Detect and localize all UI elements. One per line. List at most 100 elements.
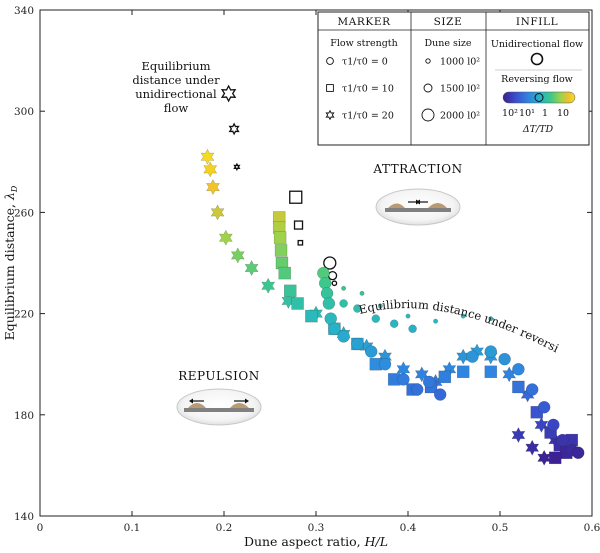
svg-text:distance under: distance under xyxy=(132,73,220,87)
legend-infill-rev: Reversing flow xyxy=(501,74,573,85)
x-tick-label: 0.6 xyxy=(584,522,600,534)
x-tick-label: 0.5 xyxy=(492,522,509,534)
x-tick-label: 0.2 xyxy=(216,522,233,534)
reversing-star-point xyxy=(414,366,429,383)
reversing-star-point xyxy=(230,247,245,264)
unidirectional-circle-point xyxy=(323,256,337,270)
legend-uni-circle xyxy=(530,52,544,66)
colorbar-marker xyxy=(534,93,544,102)
reversing-circle-point xyxy=(341,285,347,291)
y-tick-label: 180 xyxy=(14,410,34,422)
reversing-circle-point xyxy=(433,388,447,401)
y-tick-label: 140 xyxy=(14,511,34,523)
repulsion-dune-icon xyxy=(176,388,262,426)
x-axis-label: Dune aspect ratio, H/L xyxy=(244,534,388,549)
reversing-circle-point xyxy=(351,337,364,351)
annotation-repulsion: REPULSION xyxy=(178,369,260,383)
legend: MARKER SIZE INFILL Flow strength τ1/τ0 =… xyxy=(317,11,590,146)
reversing-circle-point xyxy=(397,373,410,386)
reversing-circle-point xyxy=(466,350,479,363)
legend-size-items: 1000 l0² 1500 l0² 2000 l0² xyxy=(421,57,480,122)
reversing-circle-point xyxy=(571,446,585,459)
legend-size-title: Dune size xyxy=(424,38,471,49)
unidirectional-star-point xyxy=(220,84,237,103)
reversing-star-point xyxy=(203,161,218,178)
unidirectional-star-point xyxy=(233,162,241,172)
y-tick-label: 260 xyxy=(14,207,34,219)
unidirectional-circle-point xyxy=(331,280,338,287)
reversing-circle-point xyxy=(322,297,336,310)
legend-size-label: 1000 l0² xyxy=(440,57,480,68)
reversing-star-point xyxy=(218,229,233,246)
legend-circle-icon xyxy=(326,57,334,65)
svg-text:unidirectional: unidirectional xyxy=(135,87,217,101)
unidirectional-square-point xyxy=(289,190,303,204)
colorbar-tick-label: 1 xyxy=(542,108,548,119)
legend-size-label: 2000 l0² xyxy=(440,111,480,122)
unidirectional-star-point xyxy=(228,122,240,136)
reversing-circle-point xyxy=(498,352,511,366)
reversing-circle-point xyxy=(339,299,348,308)
reversing-star-point xyxy=(525,439,540,456)
reversing-circle-point xyxy=(512,363,525,376)
unidirectional-square-point xyxy=(297,239,304,246)
reversing-square-point xyxy=(484,365,498,379)
reversing-circle-point xyxy=(337,330,350,343)
x-tick-label: 0.4 xyxy=(400,522,417,534)
reversing-square-point xyxy=(278,266,291,280)
colorbar-ticks: 10² 10¹ 1 10 xyxy=(502,108,569,119)
legend-size-icon xyxy=(425,58,431,64)
reversing-star-point xyxy=(534,416,549,433)
attraction-dune-icon xyxy=(375,188,461,226)
legend-marker-title: Flow strength xyxy=(330,38,398,49)
reversing-circle-point xyxy=(405,313,411,319)
reversing-star-point xyxy=(281,292,296,309)
reversing-star-point xyxy=(244,260,259,277)
legend-size-icon xyxy=(423,83,433,93)
legend-infill-uni: Unidirectional flow xyxy=(491,39,583,50)
reversing-circle-point xyxy=(433,318,439,324)
reversing-star-point xyxy=(511,427,526,444)
unidirectional-square-point xyxy=(293,220,304,230)
reversing-square-point xyxy=(273,231,287,244)
annotation-unidirectional: Equilibrium distance under unidirectiona… xyxy=(132,59,220,115)
y-tick-label: 220 xyxy=(14,309,34,321)
reversing-square-point xyxy=(512,380,525,394)
colorbar-label: ΔT/TD xyxy=(522,124,554,135)
x-tick-label: 0 xyxy=(37,522,44,534)
reversing-star-point xyxy=(261,277,276,294)
svg-text:flow: flow xyxy=(164,101,189,115)
reversing-circle-point xyxy=(484,345,498,358)
axis-ticks: 0 0.1 0.2 0.3 0.4 0.5 0.6 140 180 220 260 300 340 xyxy=(14,5,600,534)
x-tick-label: 0.1 xyxy=(124,522,141,534)
legend-star-icon xyxy=(325,109,335,121)
reversing-circle-point xyxy=(488,316,494,322)
reversing-square-point xyxy=(305,309,318,323)
reversing-circle-point xyxy=(328,322,341,336)
legend-marker-label: τ1/τ0 = 0 xyxy=(342,57,388,68)
legend-square-icon xyxy=(326,84,334,92)
reversing-square-point xyxy=(456,365,470,379)
reversing-circle-point xyxy=(556,433,569,447)
reversing-star-point xyxy=(200,148,215,165)
reversing-square-point xyxy=(283,284,297,298)
reversing-star-point xyxy=(205,179,220,196)
reversing-circle-point xyxy=(364,345,378,358)
reversing-circle-point xyxy=(410,383,424,396)
data-points xyxy=(200,84,585,466)
reversing-circle-point xyxy=(460,313,466,319)
reversing-circle-point xyxy=(389,319,399,328)
svg-text:Equilibrium: Equilibrium xyxy=(141,59,210,73)
reversing-circle-point xyxy=(525,383,539,396)
reversing-square-point xyxy=(291,297,304,310)
legend-marker-items: τ1/τ0 = 0 τ1/τ0 = 10 τ1/τ0 = 20 xyxy=(325,57,394,122)
legend-marker-label: τ1/τ0 = 10 xyxy=(342,84,394,95)
legend-frame xyxy=(317,11,590,146)
colorbar-tick-label: 10 xyxy=(557,108,569,119)
reversing-square-point xyxy=(438,370,452,384)
reversing-square-point xyxy=(548,451,562,465)
legend-header-infill: INFILL xyxy=(516,16,558,28)
legend-marker-label: τ1/τ0 = 20 xyxy=(342,111,394,122)
unidirectional-circle-point xyxy=(327,270,338,281)
